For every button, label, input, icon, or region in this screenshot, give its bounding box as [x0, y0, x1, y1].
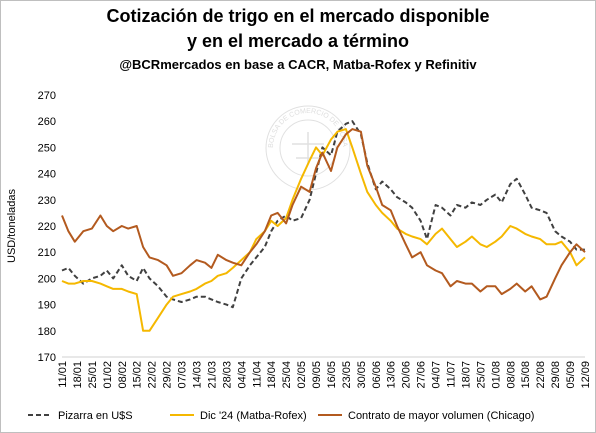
y-tick-label: 270	[38, 90, 56, 102]
x-tick-label: 11/07	[446, 361, 458, 388]
x-tick-label: 11/04	[251, 361, 263, 388]
y-tick-label: 250	[38, 142, 56, 154]
x-tick-label: 16/05	[326, 361, 338, 389]
chart-title: Cotización de trigo en el mercado dispon…	[106, 6, 490, 26]
y-tick-label: 170	[38, 352, 56, 364]
watermark-ring-inner	[279, 119, 337, 177]
y-axis-label: USD/toneladas	[6, 189, 18, 263]
x-tick-label: 08/02	[117, 361, 129, 389]
x-tick-label: 30/05	[356, 361, 368, 389]
x-tick-label: 06/06	[371, 361, 383, 389]
chart-title-line2: y en el mercado a término	[186, 31, 410, 51]
x-tick-label: 01/02	[102, 361, 114, 389]
x-tick-label: 09/05	[311, 361, 323, 389]
x-tick-label: 23/05	[341, 361, 353, 389]
y-tick-label: 220	[38, 221, 56, 233]
series-line-3	[61, 128, 586, 301]
x-tick-label: 11/01	[57, 361, 69, 388]
x-tick-label: 02/05	[296, 361, 308, 389]
x-tick-label: 07/03	[177, 361, 189, 389]
x-tick-label: 25/07	[475, 361, 487, 389]
x-tick-label: 04/07	[431, 361, 443, 389]
x-tick-label: 27/06	[416, 361, 428, 389]
x-tick-label: 01/08	[490, 361, 502, 389]
x-tick-label: 20/06	[401, 361, 413, 389]
series-line-2	[61, 128, 586, 332]
x-tick-label: 15/02	[132, 361, 144, 389]
watermark-emblem	[292, 132, 324, 164]
legend-label-2: Dic '24 (Matba-Rofex)	[200, 410, 307, 422]
x-tick-label: 18/07	[460, 361, 472, 389]
x-tick-label: 05/09	[565, 361, 577, 389]
y-tick-label: 200	[38, 273, 56, 285]
y-tick-label: 230	[38, 195, 56, 207]
x-tick-label: 25/04	[281, 361, 293, 389]
x-tick-label: 22/08	[535, 361, 547, 389]
y-tick-label: 210	[38, 247, 56, 259]
x-tick-label: 13/06	[386, 361, 398, 389]
x-tick-label: 04/04	[236, 361, 248, 389]
x-tick-label: 25/01	[87, 361, 99, 389]
x-tick-label: 29/02	[162, 361, 174, 389]
x-tick-label: 18/04	[266, 361, 278, 389]
x-tick-label: 08/08	[505, 361, 517, 389]
x-tick-label: 14/03	[191, 361, 203, 389]
y-tick-label: 260	[38, 116, 56, 128]
y-tick-label: 190	[38, 300, 56, 312]
x-tick-label: 28/03	[221, 361, 233, 389]
x-tick-label: 22/02	[147, 361, 159, 389]
x-tick-label: 15/08	[520, 361, 532, 389]
x-tick-label: 29/08	[550, 361, 562, 389]
x-tick-label: 21/03	[206, 361, 218, 389]
x-tick-label: 18/01	[72, 361, 84, 389]
y-tick-label: 240	[38, 169, 56, 181]
chart-subtitle: @BCRmercados en base a CACR, Matba-Rofex…	[119, 57, 477, 72]
series-line-1	[61, 120, 585, 309]
legend-label-1: Pizarra en U$S	[58, 410, 133, 422]
y-tick-label: 180	[38, 326, 56, 338]
legend-label-3: Contrato de mayor volumen (Chicago)	[348, 410, 534, 422]
x-tick-label: 12/09	[580, 361, 592, 389]
